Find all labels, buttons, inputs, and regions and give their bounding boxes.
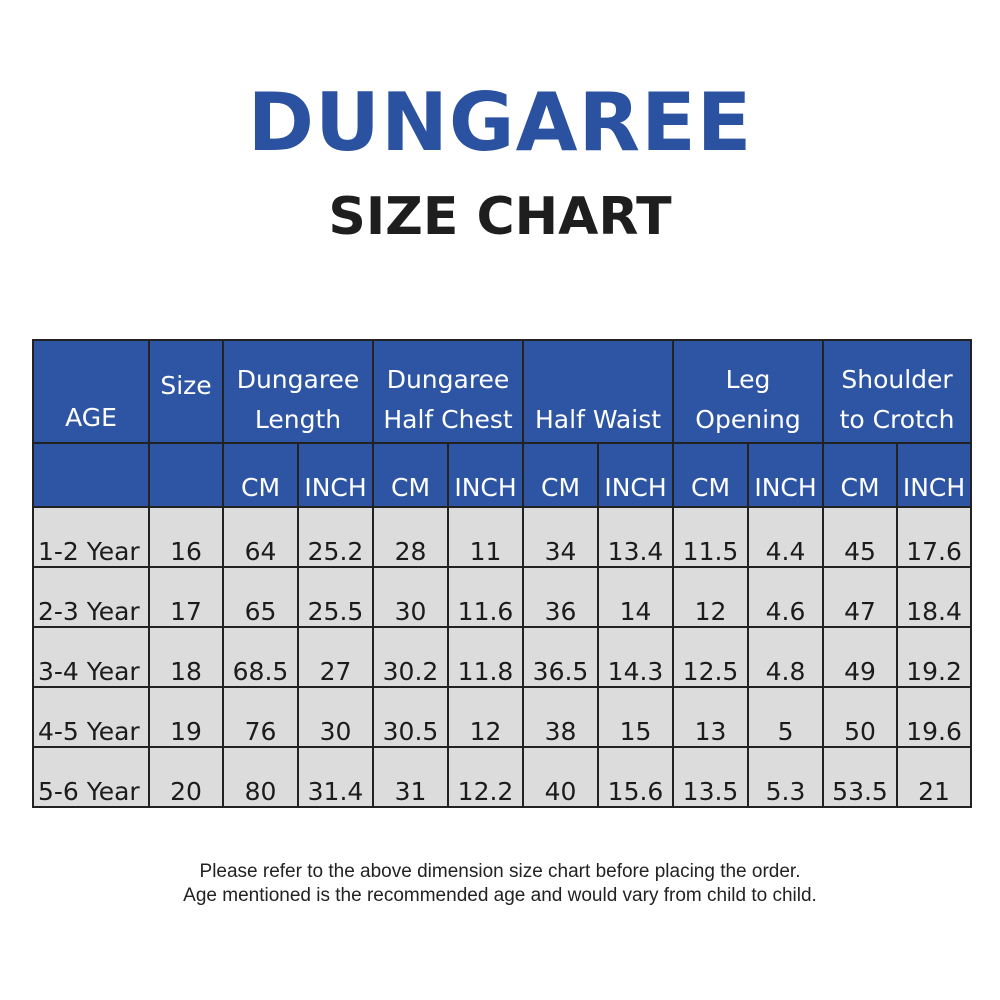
header-group-line2: Half Chest — [383, 405, 513, 434]
measure-cell: 21 — [896, 746, 973, 808]
size-cell: 19 — [148, 686, 224, 748]
size-cell: 18 — [148, 626, 224, 688]
note-line-2: Age mentioned is the recommended age and… — [183, 885, 817, 906]
measure-cell: 15 — [597, 686, 675, 748]
age-cell: 1-2 Year — [32, 506, 150, 568]
measure-cell: 14.3 — [597, 626, 675, 688]
table-row: 4-5 Year 19 76 30 30.5 12 38 15 13 5 50 19.6 — [32, 686, 973, 748]
measure-cell: 11.5 — [672, 506, 750, 568]
header-unit-inch: INCH — [597, 442, 675, 508]
header-unit-inch: INCH — [896, 442, 973, 508]
measure-cell: 13.4 — [597, 506, 675, 568]
measure-cell: 30.5 — [372, 686, 449, 748]
measure-cell: 50 — [822, 686, 899, 748]
measure-cell: 4.4 — [747, 506, 825, 568]
measure-cell: 17.6 — [896, 506, 973, 568]
measure-cell: 19.2 — [896, 626, 973, 688]
measure-cell: 76 — [222, 686, 299, 748]
header-unit-cm: CM — [222, 442, 299, 508]
measure-cell: 38 — [522, 686, 600, 748]
header-group-line2: Opening — [695, 405, 801, 434]
header-group-line1: Dungaree — [236, 365, 360, 394]
header-group-line2: Length — [254, 405, 342, 434]
measure-cell: 4.8 — [747, 626, 825, 688]
age-cell: 5-6 Year — [32, 746, 150, 808]
measure-cell: 5.3 — [747, 746, 825, 808]
measure-cell: 36.5 — [522, 626, 600, 688]
measure-cell: 11.8 — [446, 626, 525, 688]
measure-cell: 53.5 — [822, 746, 899, 808]
page-title: DUNGAREE — [247, 76, 753, 169]
measure-cell: 30 — [297, 686, 374, 748]
size-chart-table: AGE Size Dungaree Length Dungaree Half C… — [32, 339, 973, 808]
header-group-length: Dungaree Length — [222, 339, 374, 444]
header-unit-cm: CM — [672, 442, 750, 508]
size-cell: 17 — [148, 566, 224, 628]
measure-cell: 64 — [222, 506, 299, 568]
page-subtitle: SIZE CHART — [328, 187, 672, 247]
header-unit-inch: INCH — [297, 442, 374, 508]
size-cell: 20 — [148, 746, 224, 808]
measure-cell: 80 — [222, 746, 299, 808]
measure-cell: 15.6 — [597, 746, 675, 808]
measure-cell: 34 — [522, 506, 600, 568]
header-unit-cm: CM — [822, 442, 899, 508]
header-unit-cm: CM — [372, 442, 449, 508]
measure-cell: 49 — [822, 626, 899, 688]
measure-cell: 27 — [297, 626, 374, 688]
header-size: Size — [148, 339, 224, 444]
header-group-line1: Shoulder — [841, 365, 953, 394]
table-row: 3-4 Year 18 68.5 27 30.2 11.8 36.5 14.3 12.5 4.8 4… — [32, 626, 973, 688]
header-unit-cm: CM — [522, 442, 600, 508]
header-group-line2: to Crotch — [839, 405, 955, 434]
measure-cell: 12 — [446, 686, 525, 748]
header-group-half-chest: Dungaree Half Chest — [371, 339, 525, 444]
note-line-1: Please refer to the above dimension size… — [199, 861, 801, 882]
measure-cell: 11.6 — [446, 566, 525, 628]
header-group-half-waist: Half Waist — [522, 339, 675, 444]
header-age: AGE — [32, 339, 150, 444]
measure-cell: 12.5 — [672, 626, 750, 688]
table-row: 5-6 Year 20 80 31.4 31 12.2 40 15.6 13.5 5.3 53.5 2… — [32, 746, 973, 808]
measure-cell: 13 — [672, 686, 750, 748]
measure-cell: 31.4 — [297, 746, 374, 808]
header-group-line1: Leg — [725, 365, 771, 394]
measure-cell: 28 — [372, 506, 449, 568]
size-chart-body: 1-2 Year 16 64 25.2 28 11 34 13.4 11.5 4.4 45 17.6 2… — [32, 506, 973, 808]
measure-cell: 12.2 — [446, 746, 525, 808]
age-cell: 4-5 Year — [32, 686, 150, 748]
size-cell: 16 — [148, 506, 224, 568]
measure-cell: 36 — [522, 566, 600, 628]
measure-cell: 18.4 — [896, 566, 973, 628]
header-group-line1: Dungaree — [386, 365, 510, 394]
measure-cell: 13.5 — [672, 746, 750, 808]
table-row: 1-2 Year 16 64 25.2 28 11 34 13.4 11.5 4.4 45 17.6 — [32, 506, 973, 568]
measure-cell: 65 — [222, 566, 299, 628]
header-group-line2: Half Waist — [535, 405, 662, 434]
measure-cell: 12 — [672, 566, 750, 628]
measure-cell: 68.5 — [222, 626, 299, 688]
measure-cell: 47 — [822, 566, 899, 628]
header-unit-inch: INCH — [446, 442, 525, 508]
header-group-shoulder-crotch: Shoulder to Crotch — [822, 339, 973, 444]
header-size-blank — [148, 442, 224, 508]
measure-cell: 31 — [372, 746, 449, 808]
age-cell: 2-3 Year — [32, 566, 150, 628]
age-cell: 3-4 Year — [32, 626, 150, 688]
measure-cell: 14 — [597, 566, 675, 628]
measure-cell: 25.2 — [297, 506, 374, 568]
measure-cell: 45 — [822, 506, 899, 568]
measure-cell: 40 — [522, 746, 600, 808]
header-unit-inch: INCH — [747, 442, 825, 508]
measure-cell: 11 — [446, 506, 525, 568]
measure-cell: 19.6 — [896, 686, 973, 748]
header-group-leg-opening: Leg Opening — [672, 339, 825, 444]
measure-cell: 25.5 — [297, 566, 374, 628]
header-age-blank — [32, 442, 150, 508]
table-row: 2-3 Year 17 65 25.5 30 11.6 36 14 12 4.6 47 18.4 — [32, 566, 973, 628]
measure-cell: 5 — [747, 686, 825, 748]
measure-cell: 4.6 — [747, 566, 825, 628]
measure-cell: 30 — [372, 566, 449, 628]
measure-cell: 30.2 — [372, 626, 449, 688]
